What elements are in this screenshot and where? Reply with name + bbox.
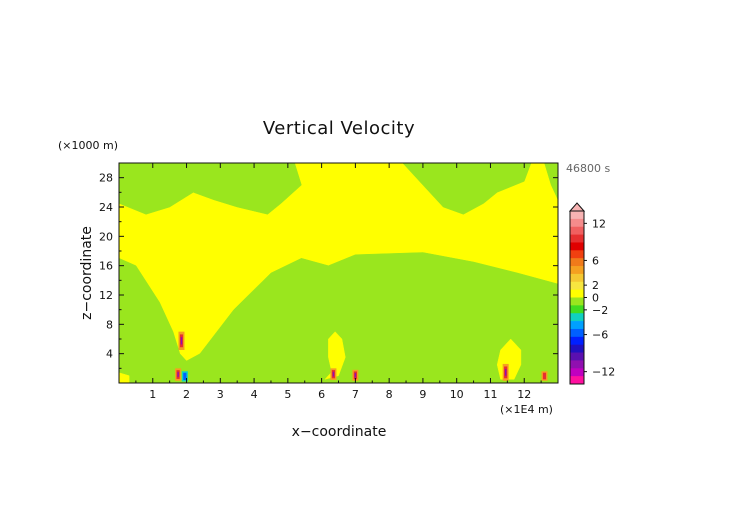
colorbar-swatch <box>570 352 584 361</box>
x-tick-label: 3 <box>217 388 224 401</box>
x-axis-label: x−coordinate <box>292 424 387 440</box>
y-axis-label: z−coordinate <box>79 226 95 320</box>
x-tick-label: 2 <box>183 388 190 401</box>
colorbar-swatch <box>570 226 584 235</box>
colorbar-swatch <box>570 242 584 251</box>
y-tick-label: 28 <box>99 172 113 185</box>
colorbar: 12 6 20−2 −6 −12 <box>568 202 615 385</box>
y-tick-label: 8 <box>106 318 113 331</box>
velocity-region-1 <box>119 163 302 215</box>
colorbar-swatch <box>570 313 584 322</box>
x-tick-label: 4 <box>251 388 258 401</box>
y-axis: 4 8 12 16 20 24 28 <box>99 172 558 369</box>
colorbar-tick-label: −6 <box>592 329 608 342</box>
velocity-region-0 <box>119 252 558 383</box>
x-unit-label: (×1E4 m) <box>500 403 553 416</box>
updraft-core-2 <box>181 371 188 382</box>
x-tick-label: 5 <box>284 388 291 401</box>
colorbar-swatch <box>570 297 584 306</box>
x-tick-label: 12 <box>517 388 531 401</box>
x-tick-label: 8 <box>386 388 393 401</box>
y-tick-label: 24 <box>99 201 113 214</box>
colorbar-swatch <box>570 328 584 338</box>
colorbar-swatch <box>570 376 584 385</box>
colorbar-tick-label: −2 <box>592 304 608 317</box>
colorbar-tick-label: 0 <box>592 292 599 305</box>
y-tick-label: 20 <box>99 230 113 243</box>
x-tick-label: 10 <box>450 388 464 401</box>
updraft-cores <box>175 331 548 382</box>
chart-title: Vertical Velocity <box>263 118 415 139</box>
colorbar-swatch <box>570 321 584 330</box>
y-tick-label: 12 <box>99 289 113 302</box>
y-tick-label: 4 <box>106 348 113 361</box>
colorbar-swatch <box>570 218 584 228</box>
colorbar-swatch <box>570 266 584 275</box>
colorbar-tick-label: 12 <box>592 217 606 230</box>
colorbar-swatch <box>570 305 584 314</box>
updraft-core-6 <box>541 371 548 381</box>
colorbar-swatch <box>570 344 584 353</box>
updraft-core-5 <box>502 363 509 381</box>
time-label: 46800 s <box>566 162 610 175</box>
x-tick-label: 6 <box>318 388 325 401</box>
colorbar-swatch <box>570 360 584 369</box>
updraft-core-4 <box>352 369 359 381</box>
x-tick-label: 1 <box>149 388 156 401</box>
velocity-region-3 <box>544 163 558 200</box>
colorbar-swatch <box>570 273 584 283</box>
y-unit-label: (×1000 m) <box>58 139 118 152</box>
colorbar-swatch <box>570 258 584 267</box>
colorbar-tick-label: −12 <box>592 366 615 379</box>
x-axis: 1 2 3 4 5 6 7 8 9 10 11 12 <box>135 163 542 401</box>
colorbar-swatch <box>570 234 584 243</box>
colorbar-swatch <box>570 211 584 220</box>
velocity-regions <box>119 163 558 383</box>
colorbar-tick-label: 6 <box>592 254 599 267</box>
x-tick-label: 7 <box>352 388 359 401</box>
x-tick-label: 9 <box>419 388 426 401</box>
updraft-core-0 <box>178 331 185 350</box>
colorbar-swatch <box>570 289 584 298</box>
colorbar-top-arrow <box>568 202 586 212</box>
colorbar-tick-label: 2 <box>592 279 599 292</box>
velocity-region-4 <box>119 372 130 383</box>
colorbar-swatch <box>570 281 584 291</box>
colorbar-swatch <box>570 336 584 346</box>
y-tick-label: 16 <box>99 260 113 273</box>
velocity-region-2 <box>402 163 532 215</box>
colorbar-swatch <box>570 368 584 377</box>
colorbar-swatch <box>570 250 584 259</box>
updraft-core-1 <box>175 368 182 381</box>
updraft-core-3 <box>330 368 337 381</box>
velocity-region-5 <box>324 331 346 380</box>
x-tick-label: 11 <box>483 388 497 401</box>
